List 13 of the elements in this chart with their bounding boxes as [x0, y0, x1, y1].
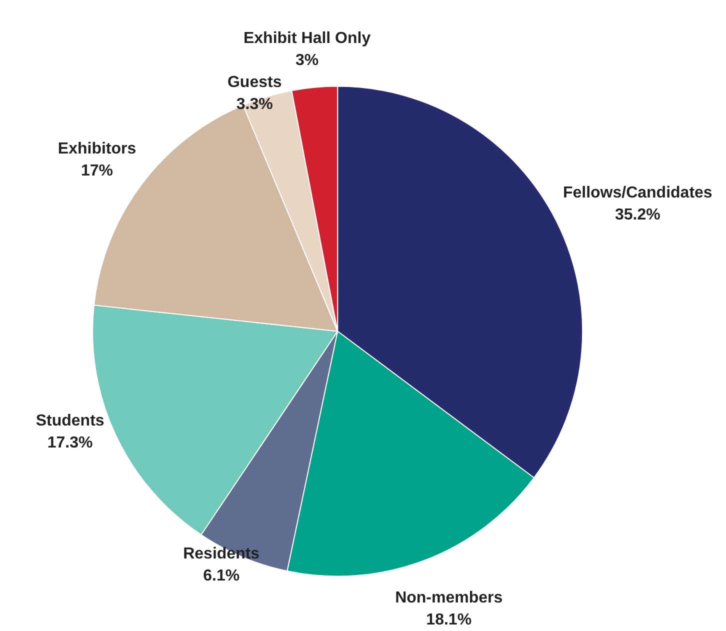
data-label: 18.1% — [426, 612, 472, 628]
data-label: 17.3% — [47, 434, 93, 452]
slice-label: Non-members — [395, 590, 503, 606]
slice-label: Students — [36, 412, 104, 430]
slice-label: Guests — [227, 74, 282, 92]
data-label: 3.3% — [236, 96, 273, 114]
data-label: 35.2% — [614, 206, 660, 224]
slice-label: Fellows/Candidates — [562, 184, 712, 202]
slice-label: Exhibit Hall Only — [243, 30, 371, 48]
data-label: 3% — [295, 52, 319, 70]
data-label: 17% — [81, 162, 114, 180]
data-label: 6.1% — [203, 568, 240, 584]
slice-label: Exhibitors — [58, 140, 136, 158]
